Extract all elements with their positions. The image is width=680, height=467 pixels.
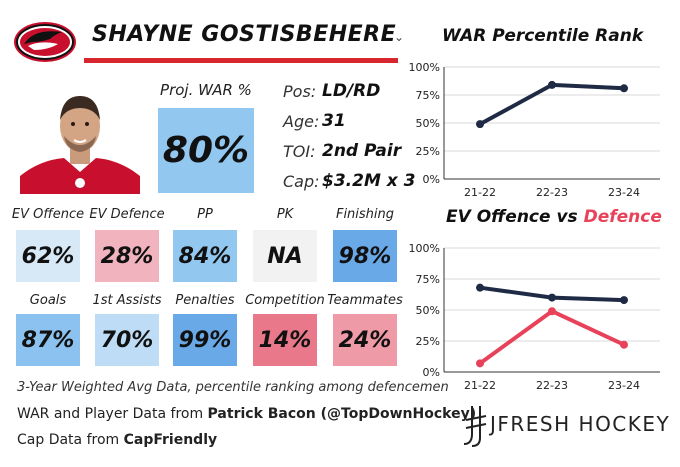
header-divider [84, 58, 398, 63]
y-tick-label: 50% [416, 117, 440, 130]
info-key-cap: Cap: [283, 172, 320, 191]
x-tick-label: 22-23 [536, 379, 568, 392]
stat-label: Competition [245, 293, 325, 308]
stat-label: 1st Assists [92, 293, 162, 308]
player-name: SHAYNE GOSTISBEHERE [92, 22, 397, 47]
data-point [476, 120, 484, 129]
proj-war-value: 80% [158, 108, 254, 193]
series-line [478, 309, 626, 366]
team-logo [14, 22, 76, 62]
ev-chart-title: EV Offence vs Defence [446, 207, 662, 227]
info-key-toi: TOI: [283, 142, 316, 161]
stat-label: PK [276, 207, 294, 222]
stat-value: 87% [16, 314, 80, 366]
stat-value: 28% [95, 230, 159, 282]
data-point [476, 359, 484, 368]
cap-source-credit: Cap Data from CapFriendly [17, 432, 217, 448]
war-source-link[interactable]: Patrick Bacon (@TopDownHockey) [207, 406, 477, 422]
x-tick-label: 21-22 [464, 186, 496, 199]
info-key-pos: Pos: [283, 82, 317, 101]
war-chart-title: WAR Percentile Rank [442, 26, 644, 46]
data-point [620, 340, 628, 349]
y-tick-label: 75% [416, 273, 440, 286]
stat-value: 24% [333, 314, 397, 366]
ev-offence-defence-chart: 0% 25% 50% 75% 100% 21-22 22-23 23-24 [409, 242, 660, 392]
stat-label: EV Defence [89, 207, 165, 222]
cap-source-link[interactable]: CapFriendly [123, 432, 218, 448]
info-value-age: 31 [322, 111, 346, 131]
data-point [548, 80, 556, 89]
stat-value: 99% [173, 314, 237, 366]
x-tick-label: 21-22 [464, 379, 496, 392]
player-photo [20, 84, 140, 194]
stat-label: PP [197, 207, 213, 222]
cap-source-prefix: Cap Data from [17, 432, 124, 448]
stat-label: Penalties [175, 293, 235, 308]
chevron-down-icon[interactable]: ⌄ [394, 30, 405, 44]
info-value-toi: 2nd Pair [322, 141, 402, 161]
brand-logo [462, 406, 672, 447]
stat-value: 98% [333, 230, 397, 282]
stat-label: Finishing [335, 207, 395, 222]
y-tick-label: 0% [423, 173, 440, 186]
data-point [548, 293, 556, 302]
info-value-pos: LD/RD [322, 81, 381, 101]
ev-chart-title-highlight: Defence [583, 207, 662, 227]
y-tick-label: 25% [416, 335, 440, 348]
stat-label: Goals [29, 293, 67, 308]
stat-label: Teammates [327, 293, 403, 308]
stat-value: 70% [95, 314, 159, 366]
info-key-age: Age: [283, 112, 320, 131]
war-source-prefix: WAR and Player Data from [17, 406, 208, 422]
stat-label: EV Offence [11, 207, 85, 222]
data-point [476, 283, 484, 292]
x-tick-label: 23-24 [608, 379, 640, 392]
proj-war-label: Proj. WAR % [160, 81, 252, 99]
data-note: 3-Year Weighted Avg Data, percentile ran… [17, 380, 449, 395]
data-point [620, 296, 628, 305]
stat-value: 14% [253, 314, 317, 366]
x-tick-label: 22-23 [536, 186, 568, 199]
data-point [620, 84, 628, 93]
stat-value: NA [253, 230, 317, 282]
ev-chart-title-prefix: EV Offence vs [446, 207, 584, 227]
info-value-cap: $3.2M x 3 [322, 171, 416, 191]
stat-value: 62% [16, 230, 80, 282]
y-tick-label: 100% [409, 61, 440, 74]
x-tick-label: 23-24 [608, 186, 640, 199]
y-tick-label: 100% [409, 242, 440, 255]
series-line [478, 82, 626, 127]
y-tick-label: 50% [416, 304, 440, 317]
y-tick-label: 25% [416, 145, 440, 158]
data-point [548, 307, 556, 316]
brand-name: JFRESH HOCKEY [490, 412, 671, 436]
y-tick-label: 0% [423, 366, 440, 379]
y-tick-label: 75% [416, 89, 440, 102]
war-percentile-chart: 0% 25% 50% 75% 100% 21-22 22-23 23-24 [409, 61, 660, 199]
war-source-credit: WAR and Player Data from Patrick Bacon (… [17, 406, 476, 422]
stat-value: 84% [173, 230, 237, 282]
